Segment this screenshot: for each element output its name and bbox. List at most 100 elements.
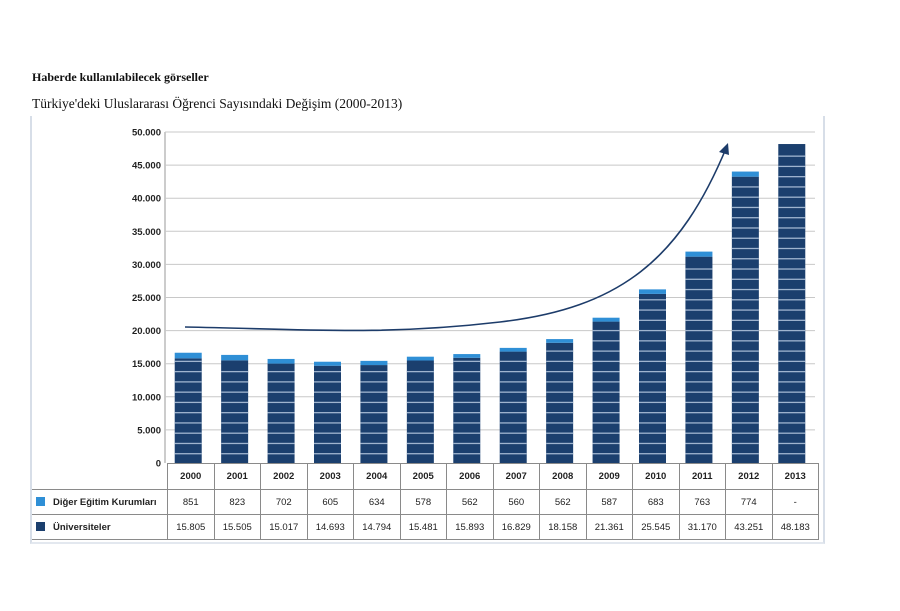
bar-stripe bbox=[453, 401, 481, 404]
bar-group-2000 bbox=[174, 352, 202, 463]
bar-stripe bbox=[592, 453, 620, 455]
legend-universities: Üniversiteler bbox=[32, 514, 168, 540]
bar-stripe bbox=[731, 196, 759, 198]
bar-stripe bbox=[685, 319, 713, 321]
year-header-cell: 2005 bbox=[399, 463, 447, 490]
bar-stripe bbox=[267, 412, 295, 414]
bar-universities bbox=[314, 365, 341, 463]
bar-other-institutions bbox=[639, 289, 666, 294]
bar-stripe bbox=[639, 422, 666, 424]
year-header-cell: 2009 bbox=[585, 463, 633, 490]
table-cell: 15.505 bbox=[213, 514, 261, 540]
bar-stripe bbox=[546, 381, 574, 383]
bar-stripe bbox=[778, 278, 806, 280]
table-cell: 21.361 bbox=[585, 514, 633, 540]
table-cell: 14.693 bbox=[306, 514, 354, 540]
bar-stripe bbox=[453, 391, 481, 393]
year-header-cell: 2011 bbox=[678, 463, 726, 490]
bar-stripe bbox=[174, 381, 202, 383]
bar-stripe bbox=[731, 329, 759, 332]
bar-stripe bbox=[499, 391, 527, 393]
bar-stripe bbox=[406, 391, 434, 393]
bar-stripe bbox=[731, 217, 759, 219]
table-cell: 763 bbox=[678, 489, 726, 515]
bar-stripe bbox=[406, 401, 434, 404]
legend-swatch-universities bbox=[36, 522, 45, 532]
bar-group-2008 bbox=[546, 339, 574, 463]
bar-stripe bbox=[221, 381, 249, 383]
bar-stripe bbox=[639, 432, 666, 434]
bar-group-2005 bbox=[406, 356, 434, 463]
bar-stripe bbox=[778, 370, 806, 373]
bar-stripe bbox=[499, 360, 527, 363]
bar-stripe bbox=[174, 370, 202, 373]
year-header-cell: 2003 bbox=[306, 463, 354, 490]
bar-other-institutions bbox=[685, 251, 713, 257]
bar-stripe bbox=[174, 391, 202, 393]
bar-stripe bbox=[778, 391, 806, 393]
bar-stripe bbox=[174, 453, 202, 455]
year-header-cell: 2010 bbox=[632, 463, 680, 490]
bar-stripe bbox=[778, 196, 806, 198]
bar-stripe bbox=[267, 391, 295, 393]
bar-group-2010 bbox=[639, 289, 666, 463]
bar-stripe bbox=[406, 432, 434, 434]
bar-stripe bbox=[314, 381, 341, 383]
bar-stripe bbox=[778, 381, 806, 383]
y-tick-label: 10.000 bbox=[132, 392, 161, 403]
bar-group-2013 bbox=[778, 144, 806, 463]
bar-universities bbox=[685, 256, 713, 463]
y-tick-label: 40.000 bbox=[132, 194, 161, 205]
bar-stripe bbox=[360, 401, 388, 404]
bar-universities bbox=[360, 365, 388, 463]
bar-other-institutions bbox=[221, 354, 249, 361]
bar-group-2012 bbox=[731, 171, 759, 463]
bar-stripe bbox=[499, 370, 527, 373]
bar-stripe bbox=[731, 442, 759, 445]
bar-stripe bbox=[314, 401, 341, 404]
bar-stripe bbox=[499, 432, 527, 434]
bar-stripe bbox=[174, 412, 202, 414]
bar-stripe bbox=[685, 309, 713, 311]
bar-stripe bbox=[406, 412, 434, 414]
bar-stripe bbox=[499, 401, 527, 404]
bar-stripe bbox=[731, 401, 759, 404]
bar-stripe bbox=[592, 432, 620, 434]
bar-stripe bbox=[778, 329, 806, 332]
bar-stripe bbox=[360, 432, 388, 434]
bar-stripe bbox=[731, 288, 759, 291]
bar-stripe bbox=[360, 370, 388, 373]
bar-stripe bbox=[499, 453, 527, 455]
table-cell: 18.158 bbox=[539, 514, 587, 540]
legend-swatch-other bbox=[36, 497, 45, 507]
y-tick-label: 15.000 bbox=[132, 359, 161, 370]
bar-stripe bbox=[731, 319, 759, 321]
y-axis-ticks: 05.00010.00015.00020.00025.00030.00035.0… bbox=[132, 128, 161, 470]
bar-stripe bbox=[778, 237, 806, 239]
year-header-cell: 2007 bbox=[492, 463, 540, 490]
bar-stripe bbox=[546, 453, 574, 455]
y-tick-label: 5.000 bbox=[137, 425, 161, 436]
bar-stripe bbox=[314, 422, 341, 424]
bar-universities bbox=[174, 358, 202, 463]
bar-stripe bbox=[731, 391, 759, 393]
bar-stripe bbox=[453, 370, 481, 373]
bar-stripe bbox=[685, 350, 713, 352]
bar-stripe bbox=[685, 381, 713, 383]
table-cell: 14.794 bbox=[353, 514, 401, 540]
bar-stripe bbox=[314, 391, 341, 393]
bar-stripe bbox=[685, 268, 713, 270]
table-cell: 702 bbox=[260, 489, 308, 515]
bar-group-2006 bbox=[453, 354, 481, 463]
bar-stripe bbox=[685, 299, 713, 301]
bar-stripe bbox=[685, 360, 713, 363]
bar-other-institutions bbox=[267, 358, 295, 364]
bar-stripe bbox=[639, 391, 666, 393]
bar-stripe bbox=[778, 258, 806, 260]
bar-stripe bbox=[731, 268, 759, 270]
bar-stripe bbox=[778, 442, 806, 445]
bar-stripe bbox=[592, 340, 620, 342]
bar-stripe bbox=[267, 442, 295, 445]
y-tick-label: 30.000 bbox=[132, 260, 161, 271]
